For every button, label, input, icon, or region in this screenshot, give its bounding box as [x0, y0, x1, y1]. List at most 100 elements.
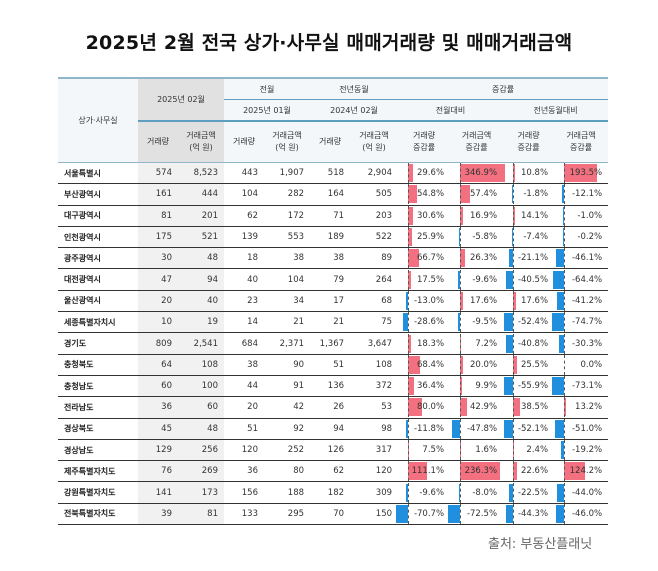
cell-mom_v: 17.5% [398, 268, 451, 291]
region-name: 강원특별자치도 [58, 481, 138, 504]
bar-axis [408, 312, 410, 333]
change-value: 9.9% [475, 381, 498, 392]
bar-axis [460, 376, 462, 397]
bar-axis [408, 227, 410, 248]
change-value: 30.6% [417, 210, 445, 221]
cell-v2501: 38 [224, 354, 264, 376]
negative-bar [506, 334, 514, 353]
cell-yoy_v: -52.4% [503, 311, 555, 334]
prev-year-volume-header: 거래량 [310, 121, 351, 163]
positive-bar [408, 270, 411, 289]
change-value: 17.5% [417, 274, 445, 285]
cell-mom_a: 9.9% [450, 375, 504, 398]
cell-v2501: 18 [224, 247, 264, 270]
positive-bar [408, 355, 420, 374]
cell-v2501: 14 [224, 311, 264, 334]
bar-axis [408, 440, 410, 460]
negative-bar [403, 313, 409, 332]
table-row: 대구광역시 81 201 62 172 71 203 30.6% 16.9% 14.1% -1.0% [58, 205, 609, 227]
change-value: 111.1% [411, 466, 445, 477]
change-value: 20.0% [470, 359, 498, 370]
cell-a2501: 104 [264, 268, 311, 291]
negative-bar [509, 483, 514, 502]
positive-bar [513, 355, 518, 374]
cur-volume-header: 거래량 [138, 121, 178, 163]
negative-bar [504, 419, 514, 438]
change-value: 26.3% [470, 253, 498, 264]
cell-v2501: 139 [224, 226, 264, 249]
positive-bar [460, 164, 506, 183]
bar-axis [460, 397, 462, 418]
table-row: 인천광역시 175 521 139 553 189 522 25.9% -5.8% -7.4% -0… [58, 226, 609, 249]
positive-bar [408, 206, 414, 225]
bar-axis [460, 269, 462, 290]
cell-mom_v: 80.0% [398, 396, 451, 419]
cell-yoy_v: -44.3% [503, 503, 555, 526]
positive-bar [513, 206, 516, 225]
table-row: 광주광역시 30 48 18 38 38 89 66.7% 26.3% -21.1% -46.1% [58, 247, 609, 270]
bar-axis [460, 418, 462, 439]
change-value: 25.9% [417, 232, 445, 243]
table-row: 경기도 809 2,541 684 2,371 1,367 3,647 18.3% 7.2% -4… [58, 332, 609, 355]
cell-yoy_a: -12.1% [554, 183, 609, 206]
cell-v2402: 94 [310, 418, 351, 440]
bar-axis [408, 269, 410, 290]
data-table-container: 상가·사무실 2025년 02월 전월 전년동월 증감률 2025년 01월 2… [58, 77, 609, 526]
cell-mom_a: 26.3% [450, 247, 504, 270]
cell-a2501: 172 [264, 205, 311, 227]
negative-bar [406, 419, 409, 438]
cell-yoy_v: -21.1% [503, 247, 555, 270]
cell-v2402: 518 [310, 161, 351, 185]
cell-yoy_v: 14.1% [503, 205, 555, 227]
mom-amount-change-header: 거래금액 증감률 [450, 121, 504, 163]
cell-mom_v: -28.6% [398, 311, 451, 334]
row-label-header: 상가·사무실 [58, 77, 138, 163]
cell-mom_v: -11.8% [398, 418, 451, 440]
bar-axis [564, 312, 566, 333]
positive-bar [408, 164, 414, 183]
negative-bar [406, 483, 409, 502]
positive-bar [408, 398, 422, 417]
cell-yoy_a: 124.2% [554, 460, 609, 483]
change-value: 14.1% [521, 210, 549, 221]
cell-yoy_v: 22.6% [503, 460, 555, 483]
cell-a2402: 505 [350, 183, 399, 206]
negative-bar [459, 228, 461, 247]
bar-axis [460, 227, 462, 248]
cell-yoy_v: 25.5% [503, 354, 555, 376]
cell-mom_v: -9.6% [398, 481, 451, 504]
cell-v2402: 62 [310, 460, 351, 483]
change-value: 22.6% [521, 466, 549, 477]
cell-v2402: 126 [310, 439, 351, 462]
positive-bar [513, 291, 517, 310]
cell-a25: 19 [178, 311, 224, 334]
change-value: -5.8% [472, 232, 498, 243]
cell-yoy_v: 2.4% [503, 439, 555, 462]
bar-axis [513, 184, 515, 205]
change-value: -46.0% [571, 508, 603, 519]
cell-yoy_a: -46.1% [554, 247, 609, 270]
cell-mom_a: 7.2% [450, 332, 504, 355]
cell-yoy_a: -44.0% [554, 481, 609, 504]
cell-a2501: 90 [264, 354, 311, 376]
cell-a2501: 188 [264, 481, 311, 504]
change-value: 29.6% [417, 168, 445, 179]
cur-amount-header: 거래금액 (억 원) [178, 121, 224, 163]
cell-yoy_a: -74.7% [552, 311, 609, 334]
change-value: -46.1% [571, 253, 603, 264]
change-value: -1.8% [523, 189, 549, 200]
bar-axis [460, 482, 462, 503]
region-name: 세종특별자치시 [58, 311, 138, 334]
bar-axis [564, 205, 566, 226]
cell-a2501: 282 [264, 183, 311, 206]
positive-bar [513, 462, 517, 481]
cell-v25: 574 [138, 161, 178, 185]
region-name: 전라남도 [58, 396, 138, 419]
cell-v2501: 104 [224, 183, 264, 206]
cell-mom_a: -9.5% [450, 311, 504, 334]
change-value: 80.0% [417, 402, 445, 413]
change-value: 0.0% [580, 359, 603, 370]
table-row: 세종특별자치시 10 19 14 21 21 75 -28.6% -9.5% -52.4% -74.… [58, 311, 609, 334]
table-row: 제주특별자치도 76 269 36 80 62 120 111.1% 236.3% 22.6% 12… [58, 460, 609, 483]
bar-axis [408, 333, 410, 354]
